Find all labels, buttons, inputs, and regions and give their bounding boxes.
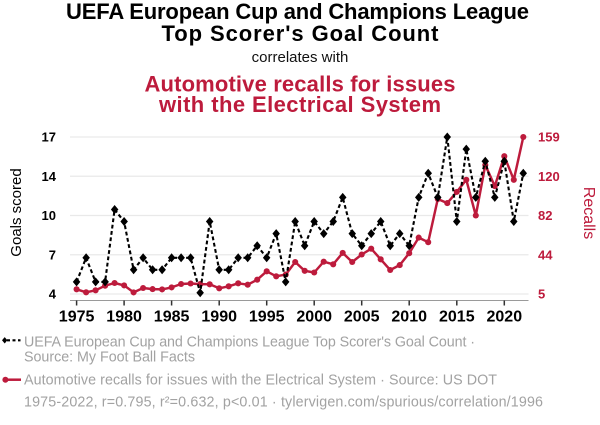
svg-text:4: 4 — [49, 287, 57, 302]
svg-text:14: 14 — [42, 169, 57, 184]
svg-text:Top Scorer's Goal Count: Top Scorer's Goal Count — [162, 21, 440, 46]
svg-text:7: 7 — [49, 247, 56, 262]
svg-text:correlates with: correlates with — [252, 49, 349, 66]
svg-text:Recalls: Recalls — [580, 187, 597, 239]
svg-text:Goals scored: Goals scored — [8, 168, 25, 256]
svg-text:Automotive recalls for issues: Automotive recalls for issues — [145, 72, 456, 97]
svg-text:2010: 2010 — [391, 309, 427, 326]
svg-text:82: 82 — [538, 208, 552, 223]
svg-text:10: 10 — [42, 208, 56, 223]
svg-text:17: 17 — [42, 130, 56, 145]
svg-text:UEFA European Cup and Champion: UEFA European Cup and Champions League T… — [24, 335, 475, 351]
svg-text:2015: 2015 — [439, 309, 475, 326]
svg-text:159: 159 — [538, 130, 560, 145]
svg-text:UEFA European Cup and Champion: UEFA European Cup and Champions League — [66, 0, 529, 24]
svg-text:1980: 1980 — [106, 309, 142, 326]
svg-text:2005: 2005 — [344, 309, 380, 326]
svg-text:Automotive recalls for issues: Automotive recalls for issues with the E… — [24, 372, 497, 388]
svg-text:1975: 1975 — [59, 309, 95, 326]
svg-text:1985: 1985 — [154, 309, 190, 326]
svg-text:1975-2022, r=0.795, r²=0.632,: 1975-2022, r=0.795, r²=0.632, p<0.01 · t… — [24, 395, 543, 411]
svg-text:2020: 2020 — [487, 309, 523, 326]
svg-text:Source: My Foot Ball Facts: Source: My Foot Ball Facts — [24, 349, 195, 365]
svg-text:120: 120 — [538, 169, 560, 184]
svg-text:with the Electrical System: with the Electrical System — [158, 92, 441, 117]
svg-text:2000: 2000 — [296, 309, 332, 326]
svg-text:1990: 1990 — [201, 309, 237, 326]
svg-text:44: 44 — [538, 247, 553, 262]
svg-text:5: 5 — [538, 287, 545, 302]
svg-text:1995: 1995 — [249, 309, 285, 326]
